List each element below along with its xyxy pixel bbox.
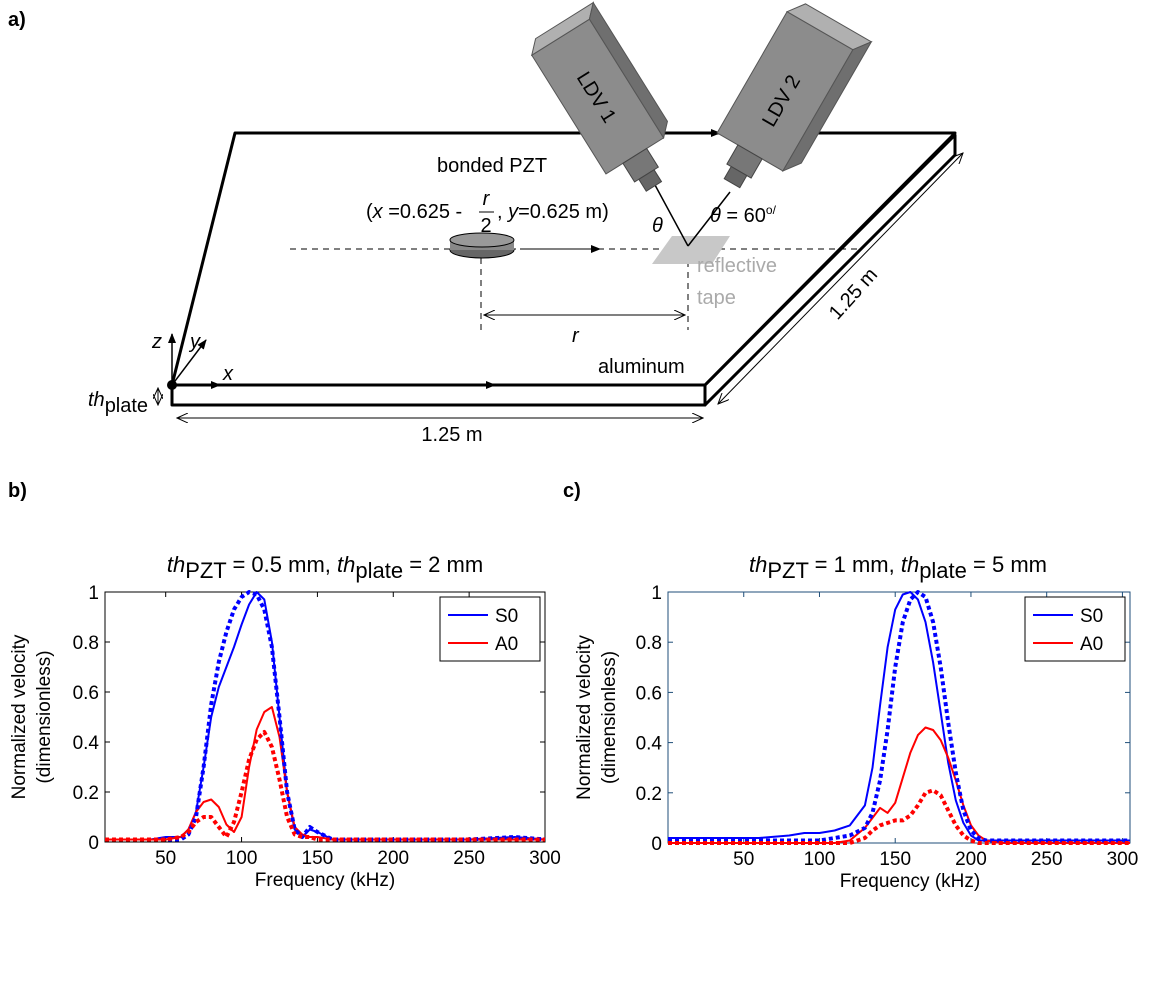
legend-label: A0 xyxy=(495,634,518,655)
chart-title: thPZT = 1 mm, thplate = 5 mm xyxy=(749,552,1047,583)
thickness-label: thplate xyxy=(88,389,148,417)
pzt-coordinates: , y=0.625 m) xyxy=(497,201,609,223)
y-tick-label: 0.2 xyxy=(73,783,99,804)
title-part: plate xyxy=(355,558,403,583)
x-tick-label: 300 xyxy=(529,848,561,869)
ldv-1: LDV 1 xyxy=(531,1,668,192)
theta-part: = 60 xyxy=(721,205,766,227)
theta-label: θ xyxy=(652,215,663,237)
panel-label: c) xyxy=(563,480,581,502)
panel-label: b) xyxy=(8,480,27,502)
coord-part: x xyxy=(372,201,384,223)
pzt-coordinates: (x =0.625 - xyxy=(366,201,462,223)
title-part: th xyxy=(749,552,767,577)
y-tick-label: 0.8 xyxy=(636,633,662,654)
ldv-2: LDV 2 xyxy=(716,3,873,189)
diagram: a) LDV 1 LDV 2 bonded PZT (x =0.625 - r … xyxy=(8,1,963,446)
y-tick-label: 1 xyxy=(651,583,662,604)
title-part: th xyxy=(901,552,919,577)
y-axis-label: (dimensionless) xyxy=(34,650,55,783)
y-axis-label: Normalized velocity xyxy=(9,634,30,799)
series-line xyxy=(668,590,1130,843)
x-tick-label: 50 xyxy=(733,849,754,870)
dimension-arrow xyxy=(718,153,963,404)
y-tick-label: 0.6 xyxy=(636,683,662,704)
x-tick-label: 150 xyxy=(879,849,911,870)
x-tick-label: 150 xyxy=(302,848,334,869)
y-tick-label: 0 xyxy=(88,833,99,854)
axis-name: x xyxy=(222,363,234,385)
x-axis-label: Frequency (kHz) xyxy=(840,871,980,892)
title-part: = 1 mm, xyxy=(809,552,901,577)
axis-name: y xyxy=(188,331,201,353)
coord-part: , xyxy=(497,201,508,223)
title-part: plate xyxy=(919,558,967,583)
legend-label: S0 xyxy=(1080,606,1103,627)
laser-beam xyxy=(654,184,689,247)
y-tick-label: 0.8 xyxy=(73,633,99,654)
x-axis-label: Frequency (kHz) xyxy=(255,870,395,891)
y-axis-label: Normalized velocity xyxy=(574,635,595,800)
series-line xyxy=(668,788,1130,845)
title-part: PZT xyxy=(185,558,226,583)
plate-front xyxy=(170,383,707,407)
pzt-disk xyxy=(449,232,515,248)
coord-part: =0.625 - xyxy=(383,201,463,223)
panel-label: a) xyxy=(8,9,26,31)
axis-name: z xyxy=(151,331,162,353)
y-tick-label: 0.4 xyxy=(636,734,663,755)
coord-part: =0.625 m) xyxy=(518,201,609,223)
x-tick-label: 200 xyxy=(955,849,987,870)
x-tick-label: 100 xyxy=(804,849,836,870)
coord-part: y xyxy=(506,201,519,223)
title-part: = 0.5 mm, xyxy=(226,552,337,577)
legend-box xyxy=(439,596,541,662)
legend-label: A0 xyxy=(1080,634,1103,655)
thickness-part: th xyxy=(88,389,105,411)
x-tick-label: 100 xyxy=(226,848,258,869)
thickness-part: plate xyxy=(105,395,148,417)
x-tick-label: 250 xyxy=(1031,849,1063,870)
tape-label: tape xyxy=(697,287,736,309)
y-tick-label: 0.4 xyxy=(73,733,100,754)
y-tick-label: 0 xyxy=(651,834,662,855)
r-label: r xyxy=(572,325,580,347)
y-tick-label: 0.2 xyxy=(636,784,662,805)
theta-part: o/ xyxy=(766,203,777,217)
tape-label: reflective xyxy=(697,255,777,277)
material-label: aluminum xyxy=(598,356,685,378)
x-tick-label: 250 xyxy=(453,848,485,869)
series-line xyxy=(105,730,545,842)
y-tick-label: 0.6 xyxy=(73,683,99,704)
y-tick-label: 1 xyxy=(88,583,99,604)
fraction-numerator: r xyxy=(483,188,491,210)
legend-box xyxy=(1024,596,1126,662)
fraction-denominator: 2 xyxy=(480,215,491,237)
title-part: = 2 mm xyxy=(403,552,483,577)
y-axis-label: (dimensionless) xyxy=(599,651,620,784)
title-part: PZT xyxy=(767,558,808,583)
reflective-tape xyxy=(652,236,730,264)
theta-part: θ xyxy=(710,205,721,227)
pzt-label: bonded PZT xyxy=(437,155,547,177)
x-tick-label: 300 xyxy=(1107,849,1139,870)
series-line xyxy=(105,590,546,842)
title-part: th xyxy=(167,552,185,577)
x-tick-label: 200 xyxy=(377,848,409,869)
coord-part: ( xyxy=(366,201,373,223)
x-tick-label: 50 xyxy=(155,848,176,869)
width-label: 1.25 m xyxy=(421,424,482,446)
legend-label: S0 xyxy=(495,606,518,627)
chart-title: thPZT = 0.5 mm, thplate = 2 mm xyxy=(167,552,483,583)
title-part: th xyxy=(337,552,355,577)
title-part: = 5 mm xyxy=(967,552,1047,577)
axis-arrow xyxy=(171,339,207,386)
